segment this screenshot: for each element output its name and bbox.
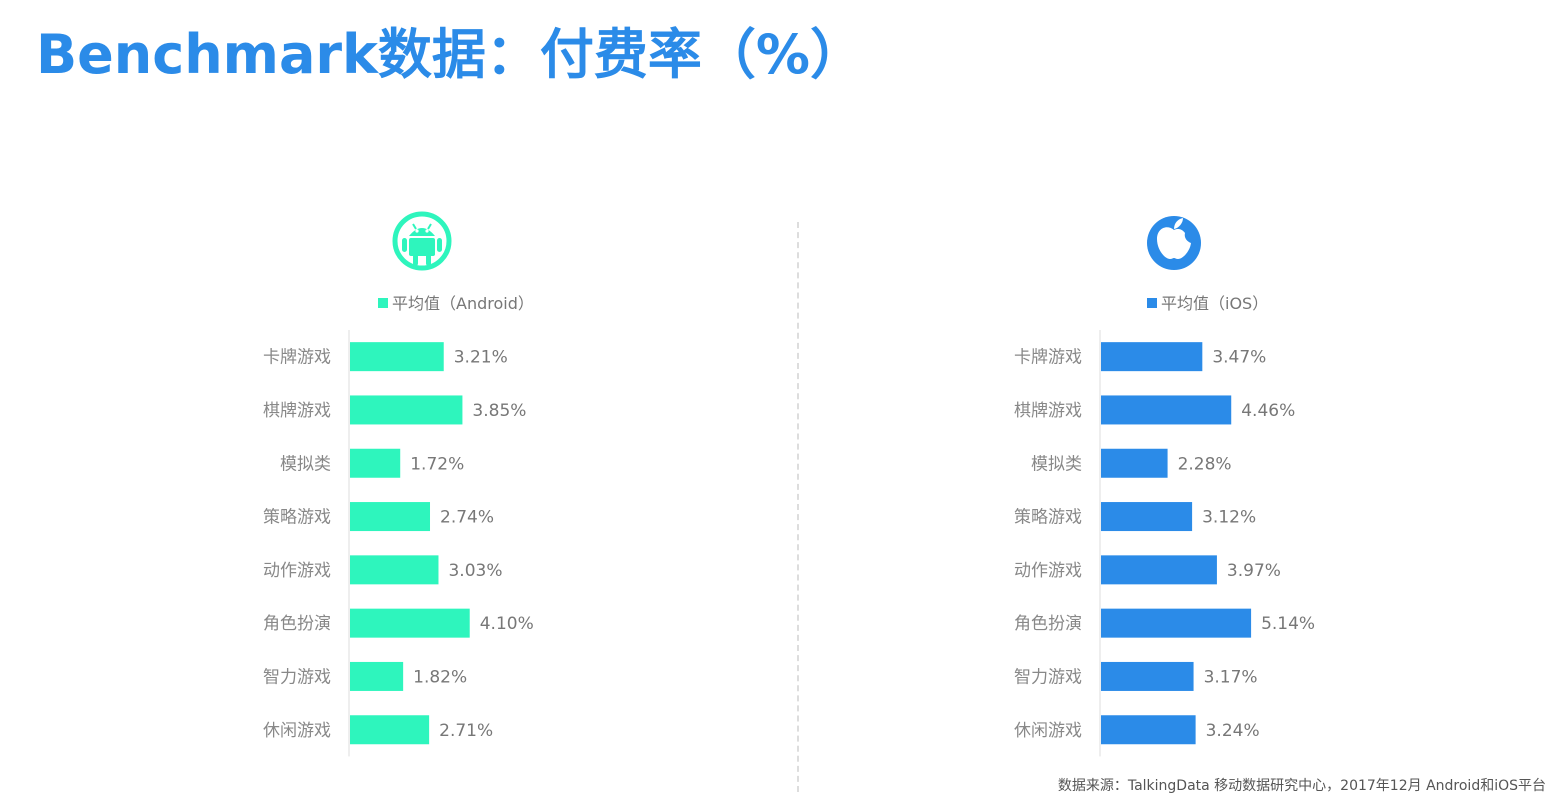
- data-label: 1.82%: [413, 667, 467, 687]
- bar: [350, 555, 439, 585]
- category-label: 智力游戏: [1014, 667, 1082, 687]
- android-icon: [392, 211, 452, 271]
- data-label: 2.28%: [1178, 454, 1232, 474]
- legend-android: 平均值（Android）: [378, 290, 534, 314]
- bar: [1101, 395, 1232, 425]
- bar: [350, 395, 463, 425]
- category-label: 卡牌游戏: [1014, 348, 1082, 368]
- android-chart-panel: 平均值（Android） 卡牌游戏 3.21% 棋牌游戏 3.85% 模拟类 1.72% 策…: [0, 200, 700, 770]
- bar: [1101, 502, 1193, 532]
- category-label: 模拟类: [280, 454, 331, 474]
- legend-swatch: [1147, 298, 1157, 308]
- bar: [1101, 608, 1252, 638]
- apple-icon: [1147, 216, 1201, 270]
- bar: [350, 342, 444, 372]
- category-label: 卡牌游戏: [263, 348, 331, 368]
- data-label: 5.14%: [1261, 614, 1315, 634]
- legend-swatch: [378, 298, 388, 308]
- data-label: 1.72%: [410, 454, 464, 474]
- bar: [350, 661, 404, 691]
- category-label: 棋牌游戏: [1014, 401, 1082, 421]
- data-label: 3.17%: [1204, 667, 1258, 687]
- legend-ios: 平均值（iOS）: [1147, 290, 1268, 314]
- category-label: 休闲游戏: [1014, 721, 1082, 741]
- bar: [1101, 342, 1203, 372]
- bar: [1101, 448, 1168, 478]
- data-label: 3.85%: [472, 401, 526, 421]
- ios-chart-panel: 平均值（iOS） 卡牌游戏 3.47% 棋牌游戏 4.46% 模拟类 2.28% 策略游戏 3…: [751, 200, 1451, 770]
- category-label: 动作游戏: [263, 561, 331, 581]
- category-label: 模拟类: [1031, 454, 1082, 474]
- data-label: 3.21%: [454, 348, 508, 368]
- bar: [350, 715, 430, 745]
- data-label: 2.74%: [440, 508, 494, 528]
- category-label: 角色扮演: [263, 614, 331, 634]
- data-label: 3.24%: [1206, 721, 1260, 741]
- category-label: 策略游戏: [1014, 508, 1082, 528]
- android-bar-chart: 卡牌游戏 3.21% 棋牌游戏 3.85% 模拟类 1.72% 策略游戏 2.74% 动作游戏 3…: [263, 330, 534, 757]
- bar: [350, 608, 470, 638]
- data-label: 4.46%: [1241, 401, 1295, 421]
- bar: [350, 502, 431, 532]
- legend-label: 平均值（Android）: [392, 294, 534, 313]
- category-label: 休闲游戏: [263, 721, 331, 741]
- legend-label: 平均值（iOS）: [1161, 294, 1269, 313]
- data-label: 3.47%: [1212, 348, 1266, 368]
- data-label: 4.10%: [480, 614, 534, 634]
- category-label: 策略游戏: [263, 508, 331, 528]
- data-label: 3.97%: [1227, 561, 1281, 581]
- bar: [350, 448, 401, 478]
- category-label: 动作游戏: [1014, 561, 1082, 581]
- panel-divider: [797, 222, 799, 792]
- category-label: 角色扮演: [1014, 614, 1082, 634]
- data-label: 2.71%: [439, 721, 493, 741]
- bar: [1101, 661, 1194, 691]
- category-label: 智力游戏: [263, 667, 331, 687]
- data-label: 3.12%: [1202, 508, 1256, 528]
- page-title: Benchmark数据：付费率（%）: [36, 23, 865, 86]
- data-label: 3.03%: [448, 561, 502, 581]
- bar: [1101, 555, 1217, 585]
- category-label: 棋牌游戏: [263, 401, 331, 421]
- bar: [1101, 715, 1196, 745]
- data-source-note: 数据来源：TalkingData 移动数据研究中心，2017年12月 Andro…: [1057, 778, 1546, 794]
- ios-bar-chart: 卡牌游戏 3.47% 棋牌游戏 4.46% 模拟类 2.28% 策略游戏 3.12% 动作游戏 3…: [1014, 330, 1315, 757]
